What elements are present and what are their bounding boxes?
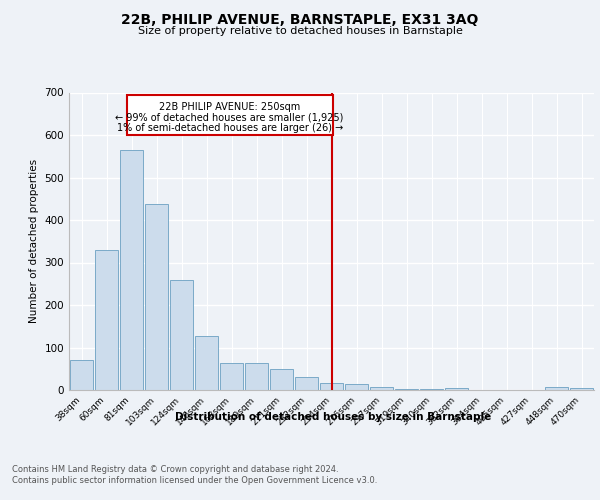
Bar [170,280,193,390]
Text: Contains HM Land Registry data © Crown copyright and database right 2024.: Contains HM Land Registry data © Crown c… [12,465,338,474]
Text: 1% of semi-detached houses are larger (26) →: 1% of semi-detached houses are larger (2… [116,123,343,133]
Text: Size of property relative to detached houses in Barnstaple: Size of property relative to detached ho… [137,26,463,36]
Bar [245,363,268,390]
Bar [120,150,143,390]
Bar [570,388,593,390]
Bar [320,383,343,390]
Bar [370,387,393,390]
Text: 22B PHILIP AVENUE: 250sqm: 22B PHILIP AVENUE: 250sqm [159,102,300,112]
Text: Contains public sector information licensed under the Open Government Licence v3: Contains public sector information licen… [12,476,377,485]
Bar [345,384,368,390]
Bar [395,389,418,390]
Bar [270,369,293,390]
Bar [545,387,568,390]
FancyBboxPatch shape [127,94,333,135]
Bar [195,336,218,390]
Bar [145,204,168,390]
Text: ← 99% of detached houses are smaller (1,925): ← 99% of detached houses are smaller (1,… [115,113,344,123]
Bar [70,360,93,390]
Text: 22B, PHILIP AVENUE, BARNSTAPLE, EX31 3AQ: 22B, PHILIP AVENUE, BARNSTAPLE, EX31 3AQ [121,12,479,26]
Text: Distribution of detached houses by size in Barnstaple: Distribution of detached houses by size … [175,412,491,422]
Bar [220,363,243,390]
Y-axis label: Number of detached properties: Number of detached properties [29,159,39,324]
Bar [420,389,443,390]
Bar [445,388,468,390]
Bar [295,377,318,390]
Bar [95,250,118,390]
